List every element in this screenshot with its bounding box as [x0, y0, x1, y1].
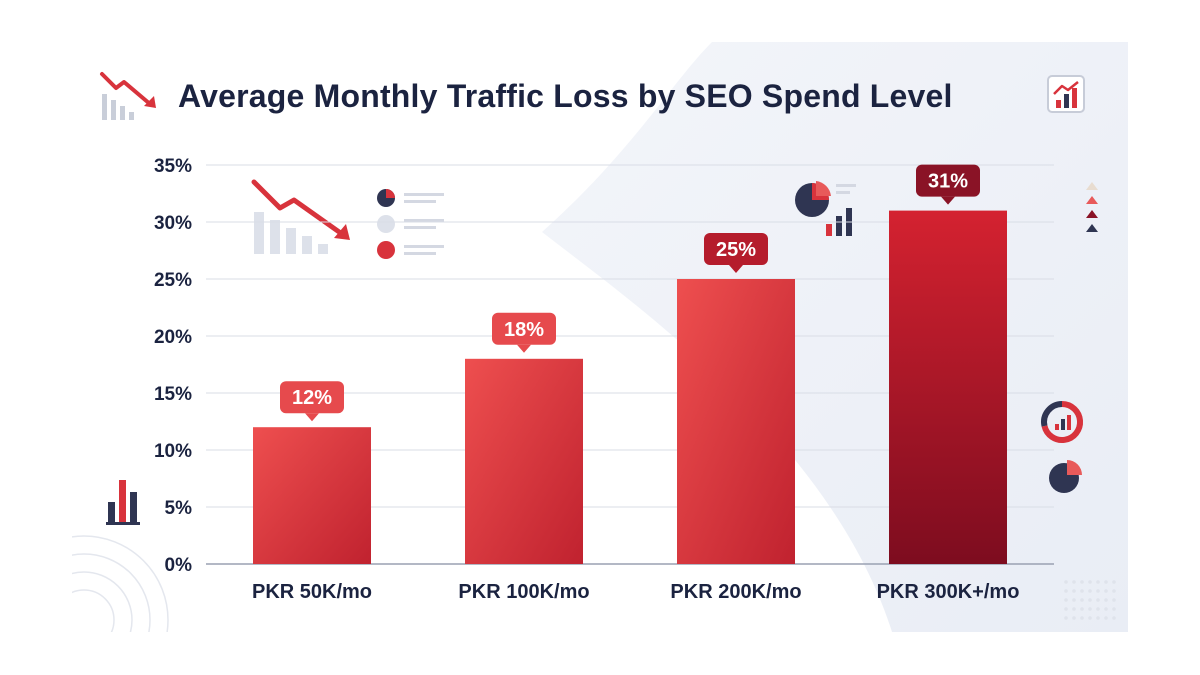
x-tick-label: PKR 200K/mo — [670, 581, 801, 603]
dot — [1104, 607, 1108, 611]
dot — [1104, 580, 1108, 584]
pie-chart-icon — [1049, 460, 1082, 493]
x-tick-label: PKR 300K+/mo — [877, 581, 1020, 603]
value-badge-bg — [280, 381, 344, 414]
bar — [677, 279, 795, 564]
trend-down-chart-icon — [251, 179, 350, 254]
dot — [1088, 607, 1092, 611]
value-label: 18% — [504, 319, 544, 341]
bar — [889, 210, 1007, 564]
bar — [465, 358, 583, 564]
bar-chart: 0% 5% 10% 15% 20% 25% 30% 35% 12% 18% 25% 31% PKR … — [72, 72, 1116, 632]
x-axis: PKR 50K/mo PKR 100K/mo PKR 200K/mo PKR 300K… — [252, 581, 1019, 603]
dot — [1088, 598, 1092, 602]
pie-list-legend-icon — [377, 189, 444, 259]
value-label-badge: 18% — [492, 312, 556, 353]
dot — [1096, 598, 1100, 602]
value-badge-bg — [916, 164, 980, 197]
y-tick-label: 0% — [165, 555, 193, 576]
dot — [1112, 580, 1116, 584]
dot — [1072, 598, 1076, 602]
dot — [1112, 589, 1116, 593]
dot — [1064, 589, 1068, 593]
dot — [1088, 580, 1092, 584]
dot — [1080, 616, 1084, 620]
dot — [1064, 607, 1068, 611]
trend-up-chart-icon — [1047, 75, 1085, 113]
dot — [1104, 598, 1108, 602]
value-badge-pointer — [517, 344, 531, 353]
dot — [1096, 580, 1100, 584]
value-label: 25% — [716, 239, 756, 261]
value-badge-bg — [704, 233, 768, 265]
dot — [1072, 589, 1076, 593]
value-label: 31% — [928, 171, 968, 193]
dot — [1072, 607, 1076, 611]
dot — [1096, 589, 1100, 593]
y-tick-label: 10% — [154, 441, 192, 462]
concentric-circles-icon — [72, 535, 169, 632]
dot — [1080, 589, 1084, 593]
dot — [1096, 616, 1100, 620]
triangle-markers-icon — [1086, 182, 1098, 232]
dot-grid-icon — [1064, 580, 1116, 620]
dot — [1080, 598, 1084, 602]
pie-bar-chart-icon — [795, 181, 856, 236]
value-label-badge: 31% — [916, 164, 980, 205]
dot — [1104, 616, 1108, 620]
dot — [1072, 580, 1076, 584]
y-tick-label: 5% — [165, 498, 193, 519]
dot — [1064, 616, 1068, 620]
dot — [1112, 598, 1116, 602]
y-tick-label: 20% — [154, 327, 192, 348]
donut-chart-icon — [1041, 400, 1084, 443]
dot — [1104, 589, 1108, 593]
value-label-badge: 25% — [704, 233, 768, 273]
chart-card: Average Monthly Traffic Loss by SEO Spen… — [72, 42, 1128, 632]
dot — [1064, 580, 1068, 584]
value-label: 12% — [292, 387, 332, 409]
value-badge-pointer — [941, 196, 955, 205]
dot — [1112, 607, 1116, 611]
y-tick-label: 30% — [154, 213, 192, 234]
dot — [1112, 616, 1116, 620]
dot — [1064, 598, 1068, 602]
chart-title: Average Monthly Traffic Loss by SEO Spen… — [178, 78, 953, 114]
bars: 12% 18% 25% 31% — [253, 164, 1007, 564]
value-badge-pointer — [729, 265, 743, 273]
dot — [1080, 580, 1084, 584]
x-tick-label: PKR 50K/mo — [252, 581, 372, 603]
dot — [1088, 589, 1092, 593]
bar-chart-icon — [106, 480, 140, 525]
y-tick-label: 25% — [154, 270, 192, 291]
dot — [1080, 607, 1084, 611]
x-tick-label: PKR 100K/mo — [458, 581, 589, 603]
value-badge-pointer — [305, 413, 319, 422]
y-tick-label: 35% — [154, 156, 192, 177]
y-axis: 0% 5% 10% 15% 20% 25% 30% 35% — [154, 156, 192, 576]
value-label-badge: 12% — [280, 381, 344, 422]
trend-down-chart-icon — [100, 72, 156, 120]
value-badge-bg — [492, 312, 556, 345]
dot — [1096, 607, 1100, 611]
dot — [1088, 616, 1092, 620]
dot — [1072, 616, 1076, 620]
bar — [253, 427, 371, 564]
y-tick-label: 15% — [154, 384, 192, 405]
